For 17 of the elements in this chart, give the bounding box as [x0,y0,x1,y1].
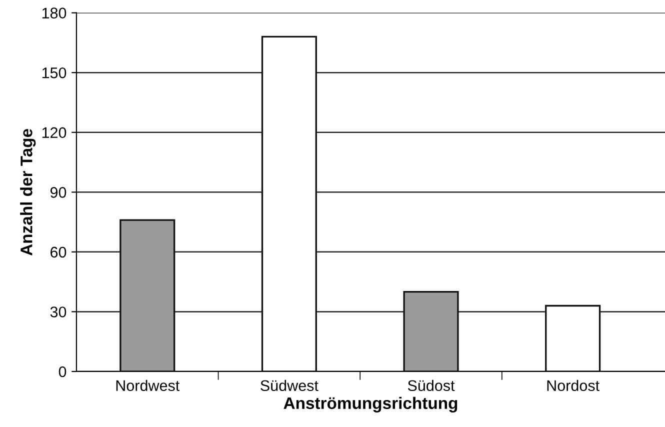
x-tick-label: Südwest [260,380,318,392]
y-tick-label: 90 [50,187,66,198]
y-tick-label: 180 [42,8,66,18]
x-axis-title: Anströmungsrichtung [284,396,458,412]
bar [545,304,601,372]
y-tick-label: 60 [50,246,66,258]
y-tick-label: 0 [58,366,66,378]
y-tick-label: 30 [50,306,66,318]
x-tick-label: Nordost [547,380,600,392]
bar [403,290,459,372]
y-tick-label: 120 [42,127,66,138]
y-tick-label: 150 [42,67,66,78]
bar [261,36,317,372]
y-axis-title: Anzahl der Tage [20,128,36,256]
x-tick-label: Südost [408,380,455,392]
bar [120,219,176,372]
x-tick-label: Nordwest [116,380,180,392]
